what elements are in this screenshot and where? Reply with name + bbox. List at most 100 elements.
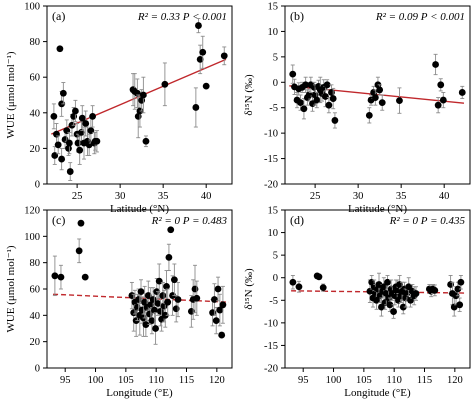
x-tick-label: 100	[88, 375, 104, 386]
data-point	[300, 105, 308, 113]
x-tick-label: 110	[386, 375, 401, 386]
data-point	[319, 284, 327, 292]
y-tick-label: 15	[268, 2, 279, 13]
data-point	[152, 325, 159, 332]
data-point	[329, 95, 337, 102]
data-point	[289, 70, 297, 78]
data-point	[412, 290, 420, 297]
x-tick-label: 120	[447, 375, 463, 386]
y-tick-label: 15	[268, 206, 279, 217]
data-point	[376, 86, 384, 94]
x-tick-label: 25	[72, 191, 83, 202]
data-point	[380, 283, 388, 291]
data-point	[76, 146, 84, 154]
stat-annotation: R² = 0 P = 0.483	[151, 215, 228, 227]
data-point	[161, 80, 169, 88]
y-tick-label: 10	[268, 228, 279, 239]
data-point	[66, 168, 74, 175]
data-point	[174, 296, 182, 303]
y-tick-label: 0	[35, 180, 40, 191]
panel-3: 95 100 105 110 115 120 -20 -15 -10 -5 0 5 10 15 Longit…	[243, 206, 471, 399]
data-point	[396, 281, 404, 288]
data-point	[51, 272, 59, 280]
data-point	[56, 45, 64, 53]
panel-tag: (d)	[290, 213, 304, 227]
y-tick-label: 40	[30, 311, 41, 322]
x-tick-label: 105	[118, 375, 134, 386]
x-axis-label: Latitude (°N)	[348, 203, 407, 215]
data-point	[65, 145, 72, 152]
data-point	[366, 287, 374, 295]
data-point	[323, 81, 331, 89]
data-point	[457, 278, 465, 286]
y-tick-label: 60	[30, 285, 41, 296]
y-axis-label: WUE (μmol mol⁻¹)	[5, 245, 17, 332]
data-point	[295, 283, 303, 291]
data-point	[144, 292, 152, 299]
panel-1: 25 30 35 40 -20 -15 -10 -5 0 5 10 15 Latitude (°N) δ¹…	[243, 2, 471, 215]
data-point	[399, 303, 407, 311]
data-point	[82, 120, 90, 127]
data-point	[135, 296, 142, 303]
x-tick-label: 95	[298, 375, 309, 386]
data-point	[58, 155, 66, 163]
data-point	[195, 22, 202, 29]
data-point	[191, 285, 199, 293]
data-point	[220, 52, 228, 60]
x-tick-label: 110	[148, 375, 163, 386]
data-point	[128, 292, 136, 299]
data-point	[139, 91, 147, 99]
data-point	[75, 247, 83, 255]
data-point	[147, 301, 155, 309]
data-point	[218, 331, 226, 339]
data-point	[57, 273, 65, 281]
y-tick-label: 20	[30, 144, 41, 155]
data-point	[65, 139, 73, 147]
data-point	[149, 296, 157, 303]
data-point	[146, 310, 153, 318]
data-point	[154, 300, 162, 307]
data-point	[450, 303, 458, 311]
data-point	[328, 89, 335, 96]
y-tick-label: 0	[35, 364, 40, 375]
stat-annotation: R² = 0.09 P < 0.001	[375, 11, 465, 23]
x-tick-label: 100	[326, 375, 342, 386]
y-tick-label: -20	[264, 180, 278, 191]
data-point	[51, 152, 59, 159]
plot-frame	[46, 5, 233, 185]
stat-annotation: R² = 0.33 P < 0.001	[137, 11, 227, 23]
data-point	[305, 91, 313, 99]
data-point	[196, 56, 204, 63]
y-tick-label: -15	[264, 154, 278, 165]
data-point	[81, 273, 89, 281]
panel-0: 25 30 35 40 0 20 40 60 80 100 Latitude (°N) WUE (μm…	[5, 2, 233, 215]
stat-annotation: R² = 0 P = 0.435	[389, 215, 466, 227]
data-point	[322, 93, 329, 100]
data-point	[325, 101, 333, 109]
x-tick-label: 105	[356, 375, 372, 386]
data-point	[199, 48, 207, 56]
data-point	[431, 286, 439, 294]
trend-line	[291, 290, 467, 294]
data-point	[437, 81, 445, 89]
data-point	[142, 321, 150, 328]
y-tick-label: 5	[273, 251, 278, 262]
data-point	[159, 292, 167, 299]
data-point	[59, 89, 67, 97]
y-axis-label: δ¹⁵N (‰)	[243, 74, 255, 116]
x-tick-label: 35	[396, 191, 407, 202]
data-point	[302, 81, 310, 89]
data-point	[315, 273, 323, 281]
data-point	[434, 101, 442, 109]
data-point	[390, 308, 397, 315]
panel-tag: (c)	[52, 213, 65, 227]
data-point	[386, 301, 394, 309]
data-point	[155, 277, 163, 285]
data-point	[373, 296, 380, 304]
data-point	[393, 287, 401, 295]
data-point	[157, 307, 164, 315]
data-point	[378, 99, 386, 107]
data-point	[187, 307, 195, 315]
y-tick-label: 0	[273, 273, 278, 284]
